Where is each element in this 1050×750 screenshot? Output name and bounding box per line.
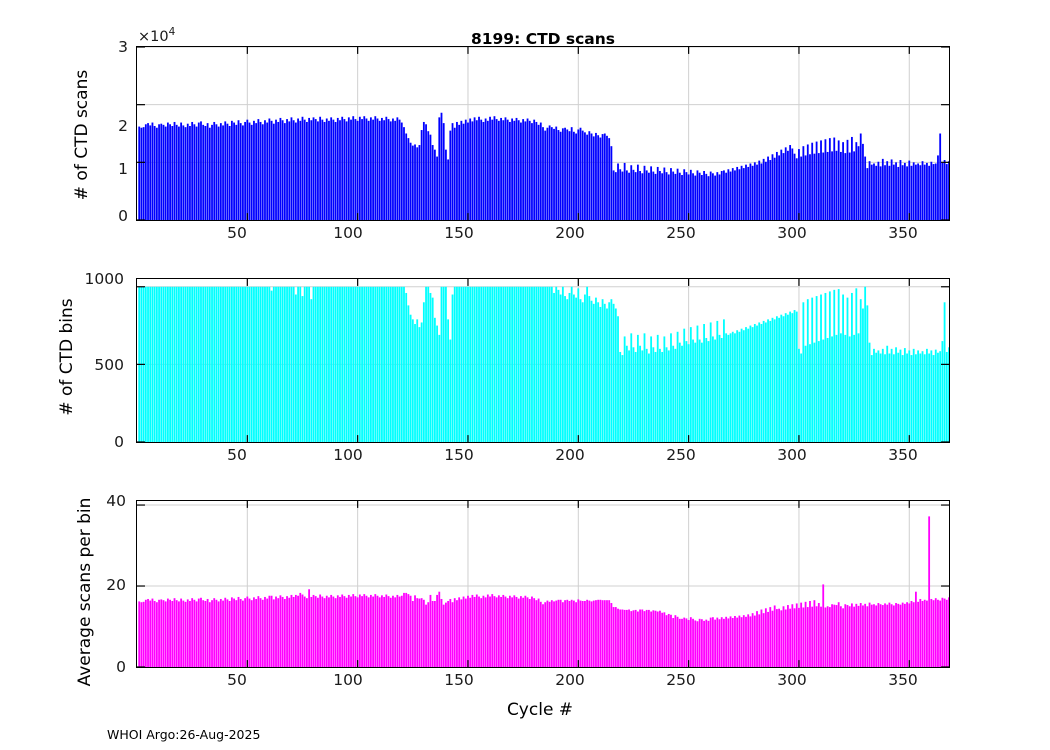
xtick-bins-350: 350 xyxy=(888,446,918,464)
xtick-avg-300: 300 xyxy=(777,671,807,689)
plot-area-scans xyxy=(136,46,950,221)
xtick-scans-200: 200 xyxy=(555,224,585,242)
xtick-scans-100: 100 xyxy=(333,224,363,242)
page-title: 8199: CTD scans xyxy=(470,30,616,48)
xtick-bins-150: 150 xyxy=(444,446,474,464)
footer-credit: WHOI Argo:26-Aug-2025 xyxy=(107,727,261,742)
xtick-bins-200: 200 xyxy=(555,446,585,464)
ytick-avg-20: 20 xyxy=(106,576,126,594)
ytick-avg-40: 40 xyxy=(106,492,126,510)
xtick-avg-50: 50 xyxy=(227,671,247,689)
y-axis-label-scans: # of CTD scans xyxy=(72,69,92,201)
xtick-scans-350: 350 xyxy=(888,224,918,242)
xtick-scans-250: 250 xyxy=(666,224,696,242)
ytick-scans-2: 2 xyxy=(118,117,128,135)
plot-area-avg xyxy=(136,500,950,668)
bar-series-bins xyxy=(137,279,949,442)
xtick-avg-200: 200 xyxy=(555,671,585,689)
ytick-scans-1: 1 xyxy=(118,160,128,178)
x-axis-label: Cycle # xyxy=(506,700,574,720)
xtick-bins-100: 100 xyxy=(333,446,363,464)
ytick-avg-0: 0 xyxy=(116,658,126,676)
xtick-avg-250: 250 xyxy=(666,671,696,689)
xtick-avg-100: 100 xyxy=(333,671,363,689)
ytick-scans-3: 3 xyxy=(118,38,128,56)
xtick-scans-300: 300 xyxy=(777,224,807,242)
ytick-scans-0: 0 xyxy=(118,207,128,225)
plot-area-bins xyxy=(136,278,950,443)
xtick-bins-50: 50 xyxy=(227,446,247,464)
ytick-bins-500: 500 xyxy=(94,356,124,374)
ytick-bins-1000: 1000 xyxy=(84,270,124,288)
xtick-avg-150: 150 xyxy=(444,671,474,689)
xtick-scans-150: 150 xyxy=(444,224,474,242)
y-axis-exponent-label: ×104 xyxy=(138,26,176,45)
xtick-scans-50: 50 xyxy=(227,224,247,242)
xtick-bins-300: 300 xyxy=(777,446,807,464)
xtick-avg-350: 350 xyxy=(888,671,918,689)
bar-series-avg xyxy=(137,501,949,667)
bar-series-scans xyxy=(137,47,949,220)
xtick-bins-250: 250 xyxy=(666,446,696,464)
ytick-bins-0: 0 xyxy=(114,433,124,451)
